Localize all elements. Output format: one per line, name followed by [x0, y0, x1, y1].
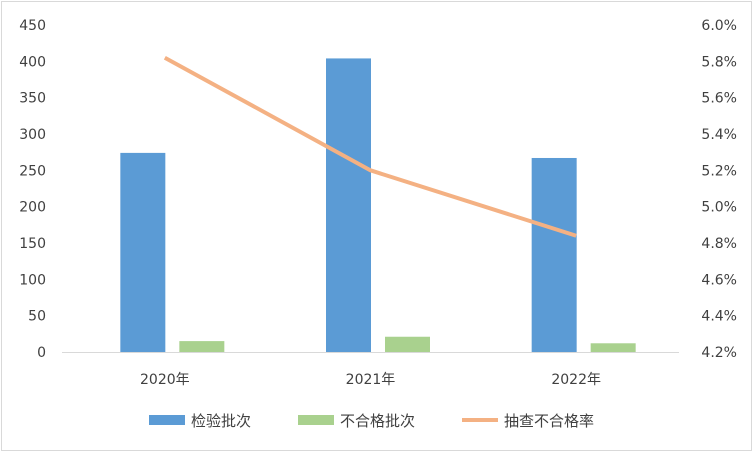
left-tick-label: 400 [19, 54, 46, 70]
left-tick-label: 100 [19, 272, 46, 288]
legend: 检验批次 不合格批次 抽查不合格率 [149, 412, 594, 430]
legend-label: 不合格批次 [340, 412, 415, 430]
rate-line [163, 55, 577, 238]
right-tick-label: 5.8% [701, 54, 737, 70]
left-tick-label: 300 [19, 127, 46, 143]
legend-swatch [149, 415, 185, 425]
right-axis-ticks: 4.2% 4.4% 4.6% 4.8% 5.0% 5.2% 5.4% 5.6% 5.8% 6.0% [701, 18, 737, 361]
legend-inspection-batches: 检验批次 [149, 412, 251, 430]
left-tick-label: 350 [19, 91, 46, 107]
bar-unqualified-batches [179, 341, 225, 352]
right-tick-label: 5.6% [701, 91, 737, 107]
left-tick-label: 200 [19, 200, 46, 216]
category-labels: 2020年 2021年 2022年 [140, 372, 601, 388]
left-tick-label: 50 [28, 309, 46, 325]
left-tick-label: 250 [19, 163, 46, 179]
legend-unqualified-rate: 抽查不合格率 [462, 412, 594, 430]
rate-polyline [163, 55, 577, 238]
right-tick-label: 4.6% [701, 272, 737, 288]
left-tick-label: 0 [37, 345, 46, 361]
right-tick-label: 4.2% [701, 345, 737, 361]
right-tick-label: 5.4% [701, 127, 737, 143]
bar-inspection-batches [120, 152, 166, 352]
bars [120, 58, 636, 352]
category-label: 2021年 [346, 372, 396, 388]
right-tick-label: 6.0% [701, 18, 737, 34]
right-tick-label: 5.0% [701, 200, 737, 216]
right-tick-label: 4.4% [701, 309, 737, 325]
left-axis-ticks: 0 50 100 150 200 250 300 350 400 450 [19, 18, 46, 361]
legend-swatch [298, 415, 334, 425]
bar-unqualified-batches [590, 343, 636, 352]
right-tick-label: 5.2% [701, 163, 737, 179]
legend-label: 抽查不合格率 [504, 412, 594, 430]
legend-label: 检验批次 [191, 412, 251, 430]
left-tick-label: 450 [19, 18, 46, 34]
left-tick-label: 150 [19, 236, 46, 252]
bar-unqualified-batches [385, 336, 430, 352]
category-label: 2020年 [140, 372, 190, 388]
category-label: 2022年 [551, 372, 601, 388]
legend-unqualified-batches: 不合格批次 [298, 412, 415, 430]
bar-inspection-batches [531, 157, 577, 352]
bar-inspection-batches [326, 58, 371, 352]
right-tick-label: 4.8% [701, 236, 737, 252]
